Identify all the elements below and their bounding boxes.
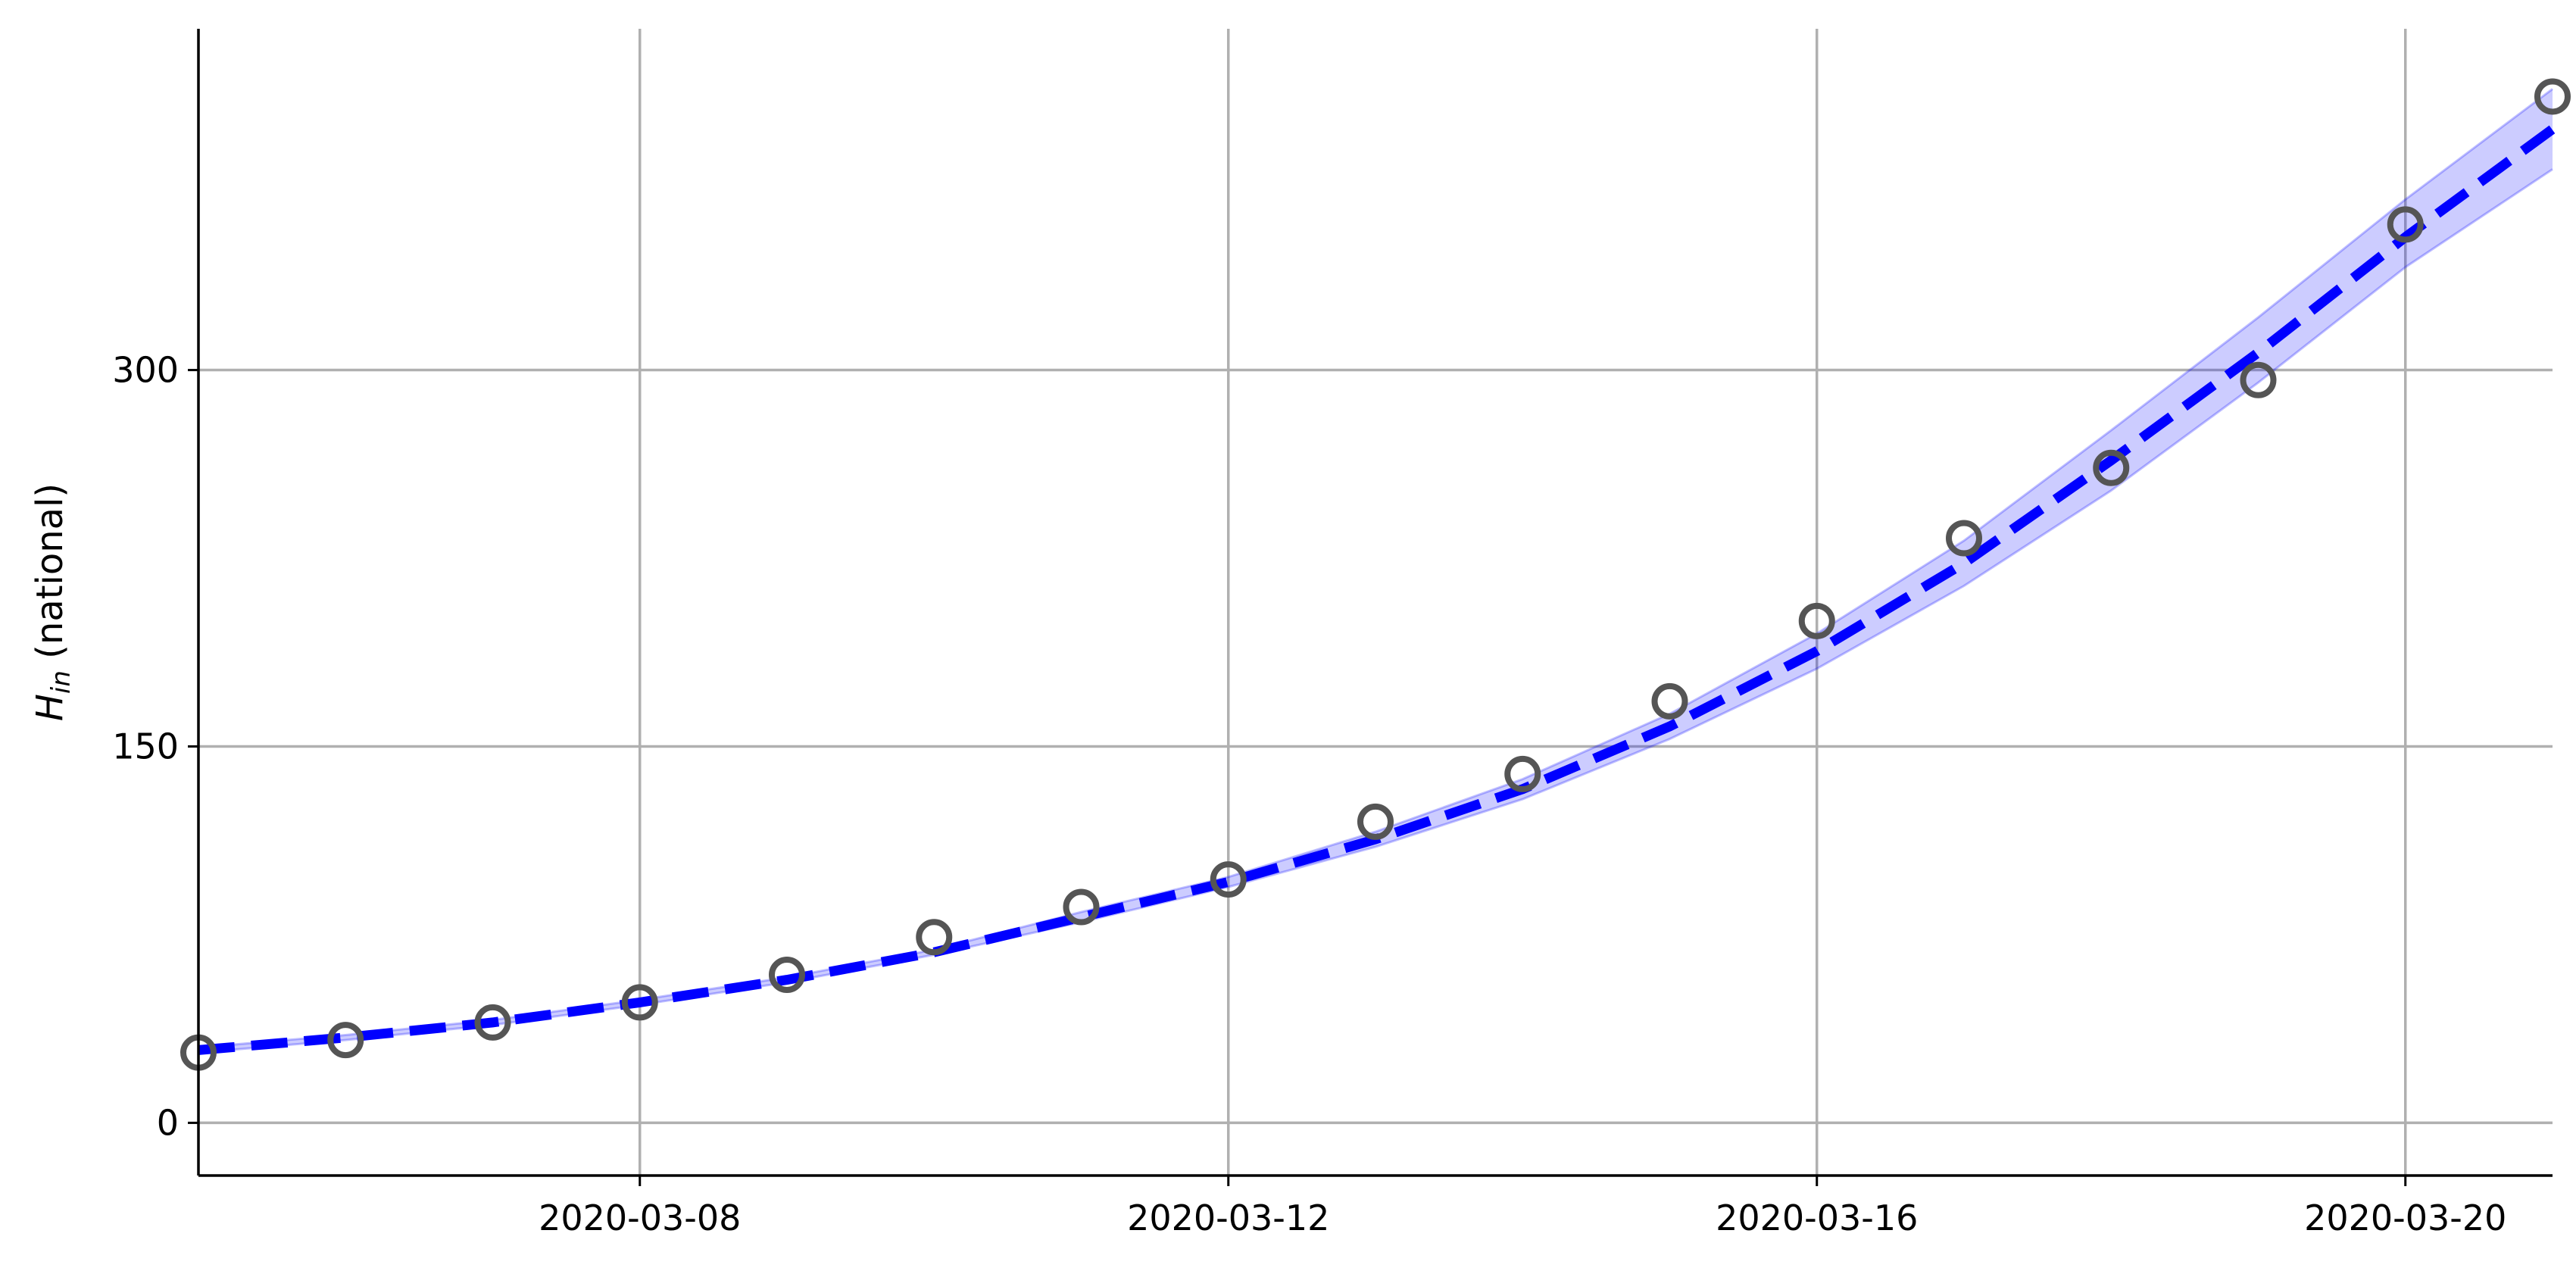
observed-point [916,919,953,956]
observed-point [1063,888,1100,926]
x-tick-label: 2020-03-16 [1716,1197,1918,1238]
x-tick-label: 2020-03-12 [1127,1197,1329,1238]
y-axis-label-sub: in [46,670,76,694]
observed-point [769,956,805,993]
y-axis-label: Hin (national) [29,483,76,721]
observed-point [327,1022,364,1059]
observed-point [1504,755,1541,792]
x-tick-label: 2020-03-08 [539,1197,741,1238]
x-tick-label: 2020-03-20 [2304,1197,2506,1238]
tick-labels: 2020-03-08 2020-03-12 2020-03-16 2020-03-20… [112,350,2506,1238]
observed-point [621,984,658,1021]
observed-point [2240,361,2277,398]
observed-point [2093,449,2130,486]
observed-point [1210,861,1247,898]
observed-point [1651,682,1688,720]
y-tick-label: 150 [112,726,179,767]
y-axis-label-rest: (national) [29,483,71,670]
observed-point [2387,206,2424,243]
observed-point [2534,78,2571,115]
grid-lines [198,29,2553,1176]
observed-point [1798,602,1835,639]
observed-point [474,1004,511,1041]
observed-point [1357,803,1394,840]
y-tick-label: 0 [157,1102,179,1143]
observed-point [1946,520,1982,557]
y-axis-label-main: H [29,694,71,721]
axes [197,29,2553,1177]
y-tick-label: 300 [112,350,179,391]
